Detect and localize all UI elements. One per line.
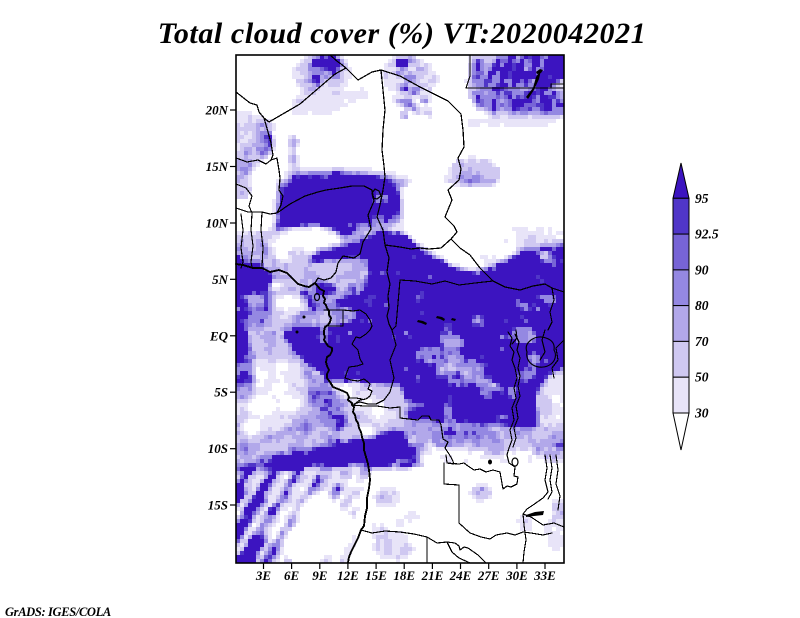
svg-text:10N: 10N	[206, 216, 229, 231]
svg-text:20N: 20N	[205, 103, 229, 118]
svg-text:70: 70	[695, 334, 709, 349]
svg-text:GrADS: IGES/COLA: GrADS: IGES/COLA	[5, 605, 111, 618]
svg-text:3E: 3E	[255, 568, 272, 583]
svg-text:5N: 5N	[212, 272, 229, 287]
svg-text:21E: 21E	[421, 568, 444, 583]
svg-text:90: 90	[695, 262, 709, 277]
svg-text:Total cloud cover (%) VT:20200: Total cloud cover (%) VT:2020042021	[158, 17, 647, 50]
svg-text:33E: 33E	[533, 568, 556, 583]
svg-text:12E: 12E	[337, 568, 359, 583]
svg-text:10S: 10S	[208, 441, 228, 456]
svg-text:15E: 15E	[365, 568, 387, 583]
svg-text:30: 30	[694, 406, 709, 421]
svg-text:18E: 18E	[393, 568, 415, 583]
svg-text:EQ: EQ	[209, 328, 229, 343]
svg-text:27E: 27E	[477, 568, 500, 583]
svg-text:24E: 24E	[449, 568, 472, 583]
svg-text:30E: 30E	[505, 568, 528, 583]
svg-text:80: 80	[695, 298, 709, 313]
svg-text:15S: 15S	[208, 498, 228, 513]
svg-text:9E: 9E	[312, 568, 328, 583]
svg-text:50: 50	[695, 370, 709, 385]
svg-text:5S: 5S	[214, 385, 228, 400]
svg-text:92.5: 92.5	[695, 227, 719, 242]
svg-text:95: 95	[695, 191, 709, 206]
svg-text:15N: 15N	[206, 159, 229, 174]
svg-text:6E: 6E	[284, 568, 300, 583]
